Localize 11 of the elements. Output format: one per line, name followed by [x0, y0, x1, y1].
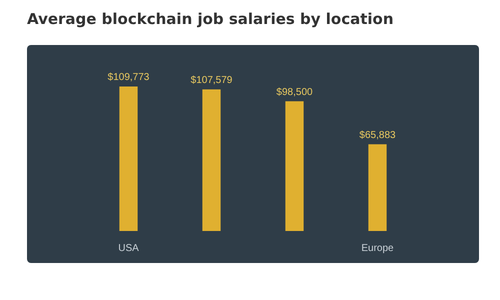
bar	[285, 101, 304, 231]
x-tick-label: USA	[118, 242, 140, 254]
bar	[368, 144, 387, 231]
data-label: $107,579	[190, 75, 233, 86]
data-label: $65,883	[359, 130, 396, 142]
data-label: $98,500	[276, 87, 314, 98]
data-label: $109,773	[108, 72, 150, 84]
bar	[119, 86, 138, 231]
bar	[202, 89, 221, 231]
chart-title: Average blockchain job salaries by location	[27, 10, 394, 28]
x-tick-label: Europe	[361, 242, 394, 254]
